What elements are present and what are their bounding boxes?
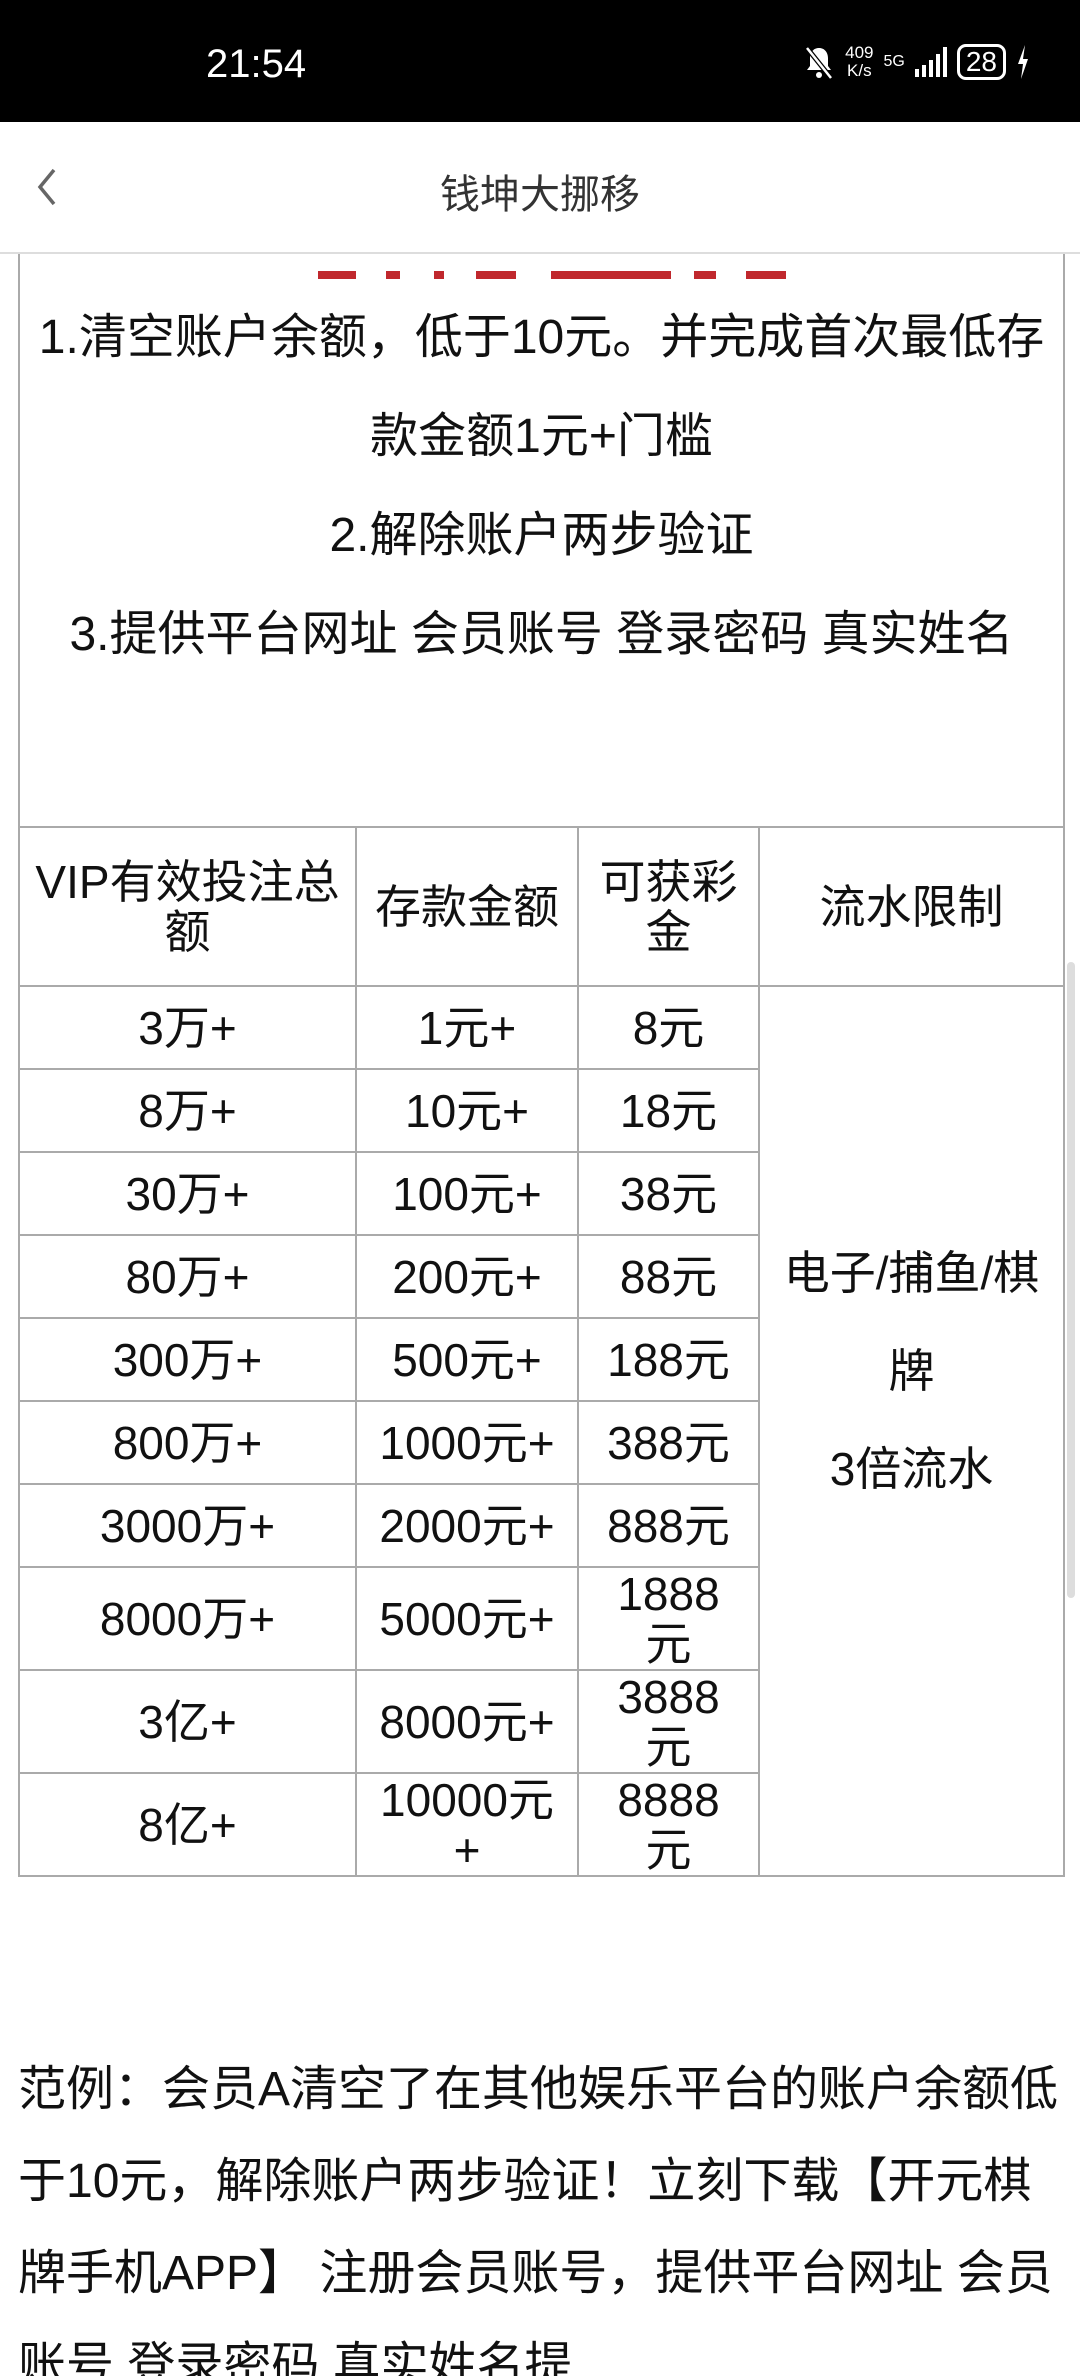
cell-vip: 8000万+ [18, 1566, 357, 1671]
signal-icon [914, 47, 947, 77]
table-row: 3000万+ 2000元+ 888元 [18, 1483, 1064, 1568]
cell-bonus: 3888元 [577, 1669, 760, 1774]
clock: 21:54 [206, 42, 307, 86]
cell-deposit: 200元+ [355, 1234, 579, 1319]
charging-icon [1018, 45, 1028, 79]
rules-cell: 1.清空账户余额，低于10元。并完成首次最低存款金额1元+门槛 2.解除账户两步… [17, 254, 1066, 828]
cell-deposit: 10000元+ [355, 1772, 579, 1877]
cell-vip: 3000万+ [18, 1483, 357, 1568]
cell-vip: 80万+ [18, 1234, 357, 1319]
net-speed-unit: K/s [847, 61, 872, 80]
cell-deposit: 100元+ [355, 1151, 579, 1236]
cell-deposit: 2000元+ [355, 1483, 579, 1568]
table-row: 3亿+ 8000元+ 3888元 [18, 1669, 1064, 1774]
cell-vip: 3亿+ [18, 1669, 357, 1774]
table-row: 80万+ 200元+ 88元 [18, 1234, 1064, 1319]
cell-bonus: 8元 [577, 985, 760, 1070]
cell-bonus: 1888元 [577, 1566, 760, 1671]
cell-vip: 800万+ [18, 1400, 357, 1485]
bell-muted-icon [805, 46, 834, 80]
cell-deposit: 10元+ [355, 1068, 579, 1153]
net-speed: 409 K/s [845, 44, 873, 80]
limit-games: 电子/捕鱼/棋牌 [783, 1247, 1040, 1397]
limit-multiplier: 3倍流水 [829, 1443, 994, 1495]
cell-vip: 300万+ [18, 1317, 357, 1402]
battery-icon: 28 [956, 44, 1006, 80]
table-row: 8000万+ 5000元+ 1888元 [18, 1566, 1064, 1671]
page-title: 钱坤大挪移 [440, 172, 640, 218]
cell-vip: 8万+ [18, 1068, 357, 1153]
header-turnover: 流水限制 [757, 826, 1066, 987]
scrollbar[interactable] [1067, 962, 1075, 1598]
turnover-limit-cell: 电子/捕鱼/棋牌 3倍流水 [757, 985, 1066, 1877]
cell-deposit: 1000元+ [355, 1400, 579, 1485]
table-row: 300万+ 500元+ 188元 [18, 1317, 1064, 1402]
rule-3: 3.提供平台网址 会员账号 登录密码 真实姓名 [69, 608, 1014, 661]
cell-bonus: 18元 [577, 1068, 760, 1153]
header-vip-total: VIP有效投注总额 [18, 826, 357, 987]
cell-bonus: 888元 [577, 1483, 760, 1568]
cell-bonus: 88元 [577, 1234, 760, 1319]
network-type: 5G [883, 53, 905, 70]
section-heading-clipped [26, 254, 1057, 288]
cell-deposit: 1元+ [355, 985, 579, 1070]
cell-bonus: 388元 [577, 1400, 760, 1485]
net-speed-value: 409 [845, 43, 874, 62]
header-deposit: 存款金额 [355, 826, 579, 987]
cell-deposit: 5000元+ [355, 1566, 579, 1671]
cell-bonus: 188元 [577, 1317, 760, 1402]
cell-bonus: 8888元 [577, 1772, 760, 1877]
cell-vip: 8亿+ [18, 1772, 357, 1877]
cell-bonus: 38元 [577, 1151, 760, 1236]
cell-vip: 3万+ [18, 985, 357, 1070]
app-header: 钱坤大挪移 [0, 122, 1080, 254]
table-row: 8万+ 10元+ 18元 [18, 1068, 1064, 1153]
table-row: 3万+ 1元+ 8元 电子/捕鱼/棋牌 3倍流水 [18, 985, 1066, 1877]
article-content: 1.清空账户余额，低于10元。并完成首次最低存款金额1元+门槛 2.解除账户两步… [0, 254, 1080, 2376]
header-bonus: 可获彩金 [577, 826, 760, 987]
cell-deposit: 500元+ [355, 1317, 579, 1402]
table-row: 30万+ 100元+ 38元 [18, 1151, 1064, 1236]
rule-1: 1.清空账户余额，低于10元。并完成首次最低存款金额1元+门槛 [38, 311, 1045, 463]
table-row: 8亿+ 10000元+ 8888元 [18, 1772, 1064, 1877]
table-row: 800万+ 1000元+ 388元 [18, 1400, 1064, 1485]
status-bar: 21:54 409 K/s 5G 28 [0, 0, 1080, 122]
bonus-table: 1.清空账户余额，低于10元。并完成首次最低存款金额1元+门槛 2.解除账户两步… [17, 254, 1066, 1877]
status-icons: 409 K/s 5G 28 [803, 44, 1030, 80]
example-paragraph: 范例：会员A清空了在其他娱乐平台的账户余额低于10元，解除账户两步验证！立刻下载… [18, 2063, 1059, 2376]
back-arrow-icon[interactable] [28, 162, 68, 212]
cell-vip: 30万+ [18, 1151, 357, 1236]
cell-deposit: 8000元+ [355, 1669, 579, 1774]
rule-2: 2.解除账户两步验证 [329, 509, 754, 562]
table-header-row: VIP有效投注总额 存款金额 可获彩金 流水限制 [18, 826, 1066, 987]
